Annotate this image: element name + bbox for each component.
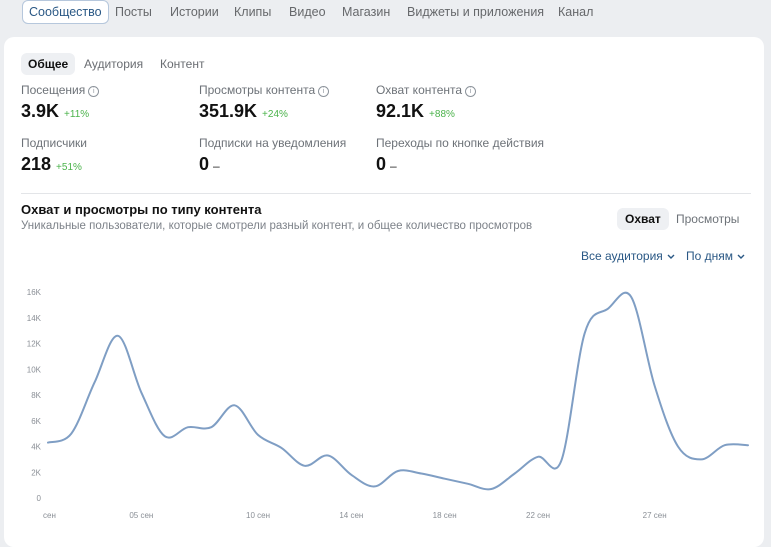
info-icon[interactable]: i [88,86,100,97]
metric-delta: +24% [262,109,288,120]
y-tick-label: 0 [37,494,42,503]
y-tick-label: 2K [31,468,41,477]
metric-value: 0 [376,154,387,174]
metric-delta: – [390,159,397,173]
metric-content-reach: Охват контента i 92.1K +88% [376,83,477,122]
y-tick-label: 4K [31,443,41,452]
x-tick-label: 22 сен [526,511,550,520]
audience-dropdown-label: Все аудитория [581,249,663,263]
metric-subscribers: Подписчики 218 +51% [21,136,87,175]
statistics-card: Общее Аудитория Контент Посещения i 3.9K +… [4,37,764,547]
period-dropdown-label: По дням [686,249,734,263]
tab-posts[interactable]: Посты [115,5,152,19]
tab-channel[interactable]: Канал [558,5,594,19]
x-tick-label: 10 сен [246,511,270,520]
metric-delta: – [213,159,220,173]
tab-video[interactable]: Видео [289,5,326,19]
info-icon[interactable]: i [318,86,330,97]
subtab-audience[interactable]: Аудитория [84,57,144,71]
x-tick-label: 14 сен [339,511,363,520]
tab-widgets-apps[interactable]: Виджеты и приложения [407,5,545,19]
series-line [47,291,749,491]
metric-value: 3.9K [21,101,60,121]
tab-stories[interactable]: Истории [170,5,219,19]
y-axis: 0 2K 4K 6K 8K 10K 12K 14K 16K [27,288,42,503]
metric-value: 218 [21,154,52,174]
metric-notification-subscriptions: Подписки на уведомления 0– [199,136,346,175]
tab-clips[interactable]: Клипы [234,5,272,19]
subtab-general[interactable]: Общее [21,53,76,75]
y-tick-label: 10K [27,365,42,374]
metric-value: 351.9K [199,101,258,121]
y-tick-label: 14K [27,314,42,323]
x-tick-label: сен [43,511,56,520]
metric-delta: +11% [64,109,90,120]
x-tick-label: 18 сен [433,511,457,520]
reach-line-chart: 0 2K 4K 6K 8K 10K 12K 14K 16K сен 05 сен 10 сен 14 … [27,288,749,520]
toggle-reach[interactable]: Охват [617,208,669,230]
metric-label: Подписчики [21,136,88,150]
period-dropdown[interactable]: По дням [686,249,745,263]
y-tick-label: 8K [31,391,41,400]
subtab-content[interactable]: Контент [160,57,205,71]
metric-delta: +88% [429,109,455,120]
tab-community[interactable]: Сообщество [22,0,109,24]
x-axis: сен 05 сен 10 сен 14 сен 18 сен 22 сен 27 сен [43,511,667,520]
chevron-down-icon [737,254,745,259]
top-navigation: Сообщество Посты Истории Клипы Видео Маг… [0,0,771,28]
metric-visits: Посещения i 3.9K +11% [21,83,100,122]
metric-delta: +51% [56,162,82,173]
metric-label: Подписки на уведомления [199,136,347,150]
section-subtitle: Уникальные пользователи, которые смотрел… [21,220,533,232]
metric-value: 0 [199,154,210,174]
toggle-views[interactable]: Просмотры [676,212,740,226]
metric-label: Переходы по кнопке действия [376,136,545,150]
y-tick-label: 16K [27,288,42,297]
x-tick-label: 27 сен [643,511,667,520]
chevron-down-icon [667,254,675,259]
info-icon[interactable]: i [465,86,477,97]
metric-value: 92.1K [376,101,425,121]
section-divider [21,193,751,194]
metric-label: Охват контента [376,83,463,97]
y-tick-label: 12K [27,340,42,349]
tab-shop[interactable]: Магазин [342,5,391,19]
x-tick-label: 05 сен [129,511,153,520]
metric-action-button-clicks: Переходы по кнопке действия 0– [376,136,544,175]
section-title: Охват и просмотры по типу контента [21,202,262,217]
metric-label: Просмотры контента [199,83,316,97]
metric-content-views: Просмотры контента i 351.9K +24% [199,83,330,122]
audience-dropdown[interactable]: Все аудитория [581,249,675,263]
metric-label: Посещения [21,83,86,97]
y-tick-label: 6K [31,417,41,426]
